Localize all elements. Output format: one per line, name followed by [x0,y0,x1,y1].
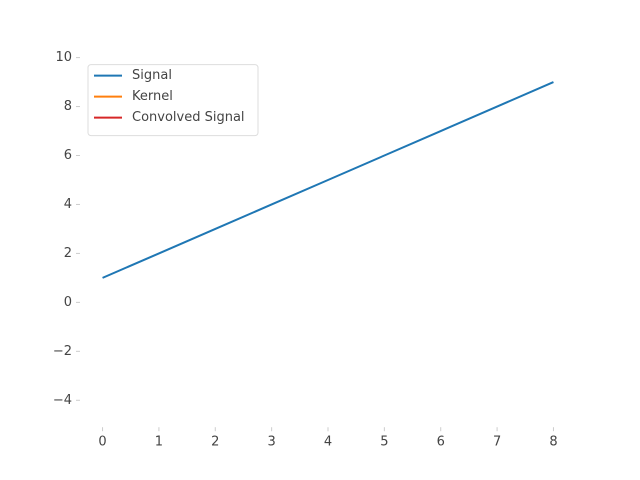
x-tick-label: 5 [380,435,388,450]
x-tick-label: 7 [493,435,501,450]
y-tick-label: 4 [64,197,72,212]
y-tick-label: −4 [53,393,72,408]
x-tick-label: 3 [267,435,275,450]
legend-label: Signal [132,68,172,83]
x-tick-label: 0 [98,435,106,450]
x-tick-label: 6 [437,435,445,450]
y-tick-label: 6 [64,148,72,163]
x-tick-label: 8 [549,435,557,450]
legend-label: Kernel [132,89,173,104]
x-tick-label: 2 [211,435,219,450]
x-tick-label: 4 [324,435,332,450]
legend-box [87,64,259,137]
y-tick-label: 10 [55,50,72,65]
y-tick-label: 8 [64,99,72,114]
legend-label: Convolved Signal [132,110,245,125]
y-tick-label: 2 [64,246,72,261]
x-tick-label: 1 [155,435,163,450]
line [102,81,554,279]
y-tick-label: −2 [53,344,72,359]
y-tick-label: 0 [64,295,72,310]
